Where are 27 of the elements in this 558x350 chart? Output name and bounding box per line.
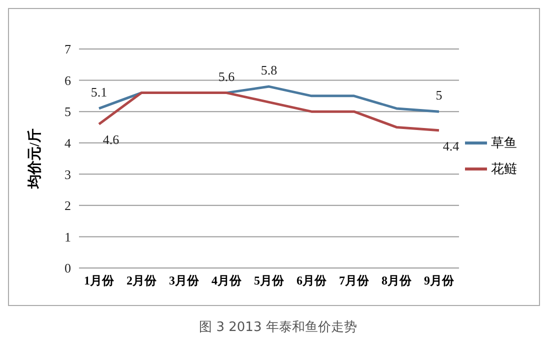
- data-label: 5.1: [90, 84, 108, 100]
- y-tick-label: 3: [64, 166, 71, 182]
- x-tick-label: 1月份: [84, 274, 115, 288]
- x-tick-label: 4月份: [212, 274, 242, 288]
- y-tick-label: 6: [64, 72, 72, 88]
- y-tick-label: 4: [64, 135, 72, 150]
- y-tick-label: 7: [64, 42, 72, 57]
- legend-label: 花鲢: [491, 160, 517, 178]
- x-tick-label: 6月份: [296, 274, 328, 288]
- data-label: 4.4: [442, 138, 460, 154]
- data-label: 5.8: [260, 62, 278, 78]
- data-label: 5: [436, 88, 442, 103]
- x-tick-label: 8月份: [382, 274, 412, 288]
- x-tick-label: 2月份: [126, 274, 158, 288]
- x-tick-label: 5月份: [254, 274, 285, 288]
- y-axis-title: 均价元/斤: [26, 128, 43, 190]
- y-tick-label: 0: [64, 260, 71, 276]
- x-tick-label: 7月份: [339, 274, 370, 288]
- y-tick-label: 5: [64, 104, 71, 120]
- x-tick-label: 3月份: [169, 274, 200, 288]
- data-label: 4.6: [102, 132, 120, 148]
- y-tick-label: 2: [64, 198, 71, 214]
- caption: 图 3 2013 年泰和鱼价走势: [198, 319, 358, 336]
- data-label: 5.6: [218, 68, 236, 84]
- y-tick-label: 1: [64, 229, 71, 244]
- legend-label: 草鱼: [491, 134, 517, 152]
- x-tick-label: 9月份: [424, 274, 455, 288]
